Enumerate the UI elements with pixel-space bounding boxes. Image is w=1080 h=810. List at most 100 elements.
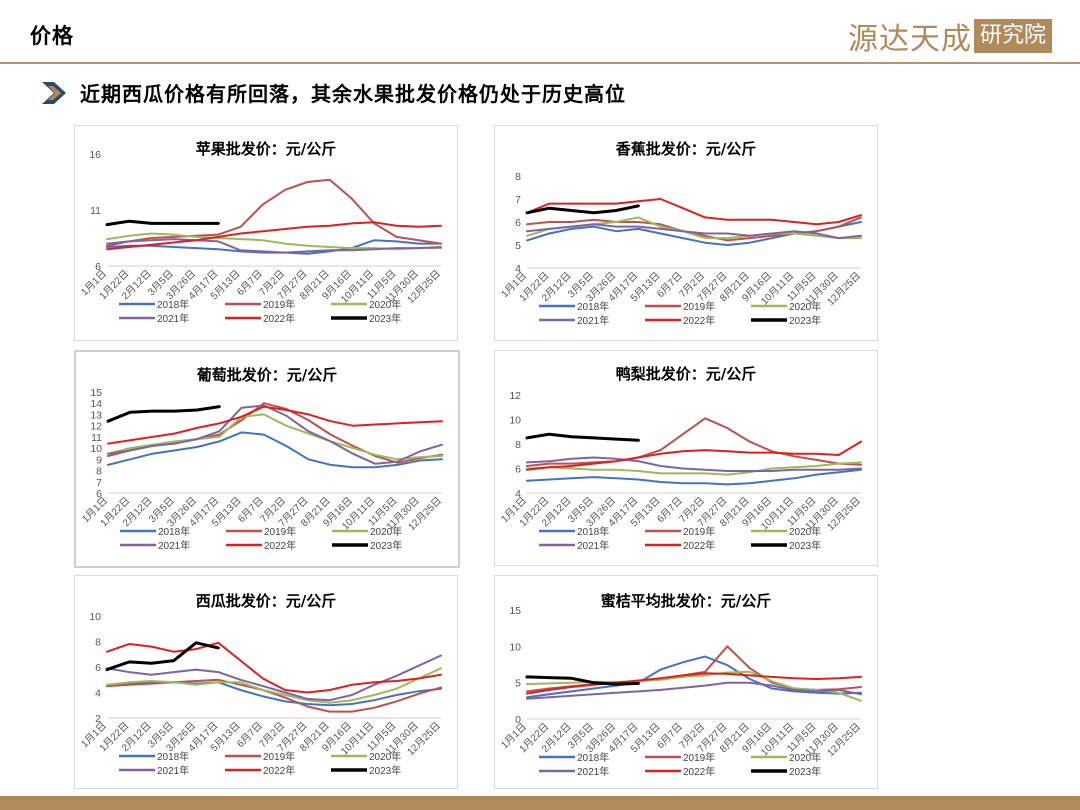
y-tick-label: 11	[91, 432, 102, 444]
series-line	[526, 670, 862, 702]
y-tick-label: 6	[96, 488, 102, 500]
y-tick-label: 9	[96, 454, 102, 466]
y-tick-label: 8	[96, 466, 102, 478]
series-line	[526, 456, 862, 472]
y-tick-label: 16	[89, 149, 101, 161]
y-tick-label: 4	[515, 263, 521, 275]
series-line	[525, 432, 640, 442]
chart-title: 蜜桔平均批发价：元/公斤	[600, 592, 772, 610]
y-tick-label: 4	[515, 488, 521, 500]
series-line	[106, 667, 442, 704]
series-line	[525, 204, 640, 215]
series-line	[526, 198, 862, 226]
y-tick-label: 10	[89, 611, 101, 623]
series-line	[106, 641, 442, 694]
chart-panel-pear: 鸭梨批发价：元/公斤 4 6 8 10 12 1月1日 1月22日 2月12日 3月5日 3月26…	[494, 350, 878, 566]
legend-label: 2021年	[577, 539, 609, 552]
legend-label: 2020年	[789, 300, 821, 313]
y-tick-label: 5	[515, 678, 521, 690]
series-line	[106, 405, 221, 423]
logo-main-text: 源达天成	[847, 22, 972, 57]
legend-label: 2023年	[370, 539, 402, 552]
legend-label: 2018年	[577, 525, 609, 538]
legend-label: 2023年	[369, 764, 401, 777]
footer-bar	[0, 796, 1080, 810]
series-line	[107, 431, 443, 469]
subtitle: 近期西瓜价格有所回落，其余水果批发价格仍处于历史高位	[80, 82, 626, 106]
legend-label: 2021年	[158, 539, 190, 552]
y-tick-label: 8	[515, 439, 521, 451]
chart-svg: 0510151月1日1月22日2月12日3月5日3月26日4月17日5月13日6…	[499, 605, 863, 778]
legend-label: 2018年	[577, 751, 609, 764]
series-line	[105, 219, 220, 227]
legend-label: 2023年	[789, 314, 821, 327]
legend-label: 2020年	[789, 751, 821, 764]
y-tick-label: 12	[90, 421, 102, 433]
series-line	[107, 404, 443, 465]
series-line	[526, 461, 862, 476]
series-line	[106, 238, 442, 254]
legend-label: 2019年	[264, 525, 296, 538]
series-line	[106, 654, 442, 702]
y-tick-label: 6	[95, 662, 101, 674]
y-tick-label: 7	[515, 194, 521, 206]
subtitle-row: 近期西瓜价格有所回落，其余水果批发价格仍处于历史高位	[40, 78, 626, 107]
y-tick-label: 10	[509, 415, 521, 427]
y-tick-label: 0	[515, 714, 521, 726]
series-line	[526, 440, 862, 471]
y-tick-label: 8	[95, 637, 101, 649]
y-tick-label: 14	[90, 398, 102, 410]
y-tick-label: 10	[509, 641, 521, 653]
series-line	[526, 645, 862, 693]
legend-label: 2018年	[157, 750, 189, 763]
header: 价格 源达天成 研究院	[0, 0, 1080, 64]
series-line	[526, 681, 862, 700]
legend-label: 2022年	[683, 765, 715, 778]
chart-panel-grape: 葡萄批发价：元/公斤 6 7 8 9 10 11 12 13 14 15 1月1日 1月22日 2月12…	[74, 350, 460, 568]
chart-panel-watermelon: 西瓜批发价：元/公斤 2 4 6 8 10 1月1日 1月22日 2月12日 3月5日 3月26日…	[74, 575, 458, 789]
chevron-right-icon	[42, 81, 66, 104]
chart-svg: 611161月1日1月22日2月12日3月5日3月26日4月17日5月13日6月…	[79, 149, 443, 325]
legend-label: 2023年	[789, 539, 821, 552]
chart-panel-banana: 香蕉批发价：元/公斤 4 5 6 7 8 1月1日 1月22日 2月12日 3月5日 3月26日 4…	[494, 125, 878, 341]
series-line	[526, 468, 862, 486]
chart-svg: 67891011121314151月1日1月22日2月12日3月5日3月26日4…	[80, 387, 444, 552]
series-line	[106, 178, 442, 247]
legend-label: 2019年	[263, 298, 295, 311]
legend-label: 2018年	[158, 525, 190, 538]
y-tick-label: 15	[509, 605, 521, 617]
legend-label: 2022年	[683, 314, 715, 327]
legend-label: 2021年	[157, 312, 189, 325]
y-tick-label: 13	[90, 409, 102, 421]
chart-title: 苹果批发价：元/公斤	[195, 140, 337, 158]
chart-panel-apple: 苹果批发价：元/公斤 6 11 16 1月1日 1月22日 2月12日 3月5日 3月26日 4…	[74, 125, 458, 341]
legend-label: 2018年	[577, 300, 609, 313]
y-tick-label: 8	[515, 171, 521, 183]
series-line	[526, 417, 862, 467]
legend-label: 2022年	[264, 539, 296, 552]
y-tick-label: 11	[90, 205, 101, 217]
page-title: 价格	[30, 24, 74, 48]
legend-label: 2021年	[577, 314, 609, 327]
legend-label: 2019年	[683, 751, 715, 764]
legend-label: 2019年	[263, 750, 295, 763]
y-tick-label: 7	[96, 477, 102, 489]
series-line	[107, 413, 443, 461]
legend-label: 2020年	[369, 298, 401, 311]
y-tick-label: 15	[90, 387, 102, 399]
company-logo: 源达天成 研究院	[848, 14, 1052, 58]
series-line	[526, 655, 862, 699]
legend-label: 2019年	[683, 300, 715, 313]
chart-svg: 46810121月1日1月22日2月12日3月5日3月26日4月17日5月13日…	[499, 390, 863, 552]
legend-label: 2019年	[683, 525, 715, 538]
header-divider	[0, 62, 1080, 64]
chart-title: 鸭梨批发价：元/公斤	[615, 365, 757, 383]
y-tick-label: 4	[95, 688, 101, 700]
y-tick-label: 6	[515, 217, 521, 229]
legend-label: 2020年	[369, 750, 401, 763]
legend-label: 2021年	[157, 764, 189, 777]
chart-title: 西瓜批发价：元/公斤	[195, 592, 337, 610]
y-tick-label: 6	[95, 261, 101, 273]
legend-label: 2023年	[789, 765, 821, 778]
y-tick-label: 10	[90, 443, 102, 455]
